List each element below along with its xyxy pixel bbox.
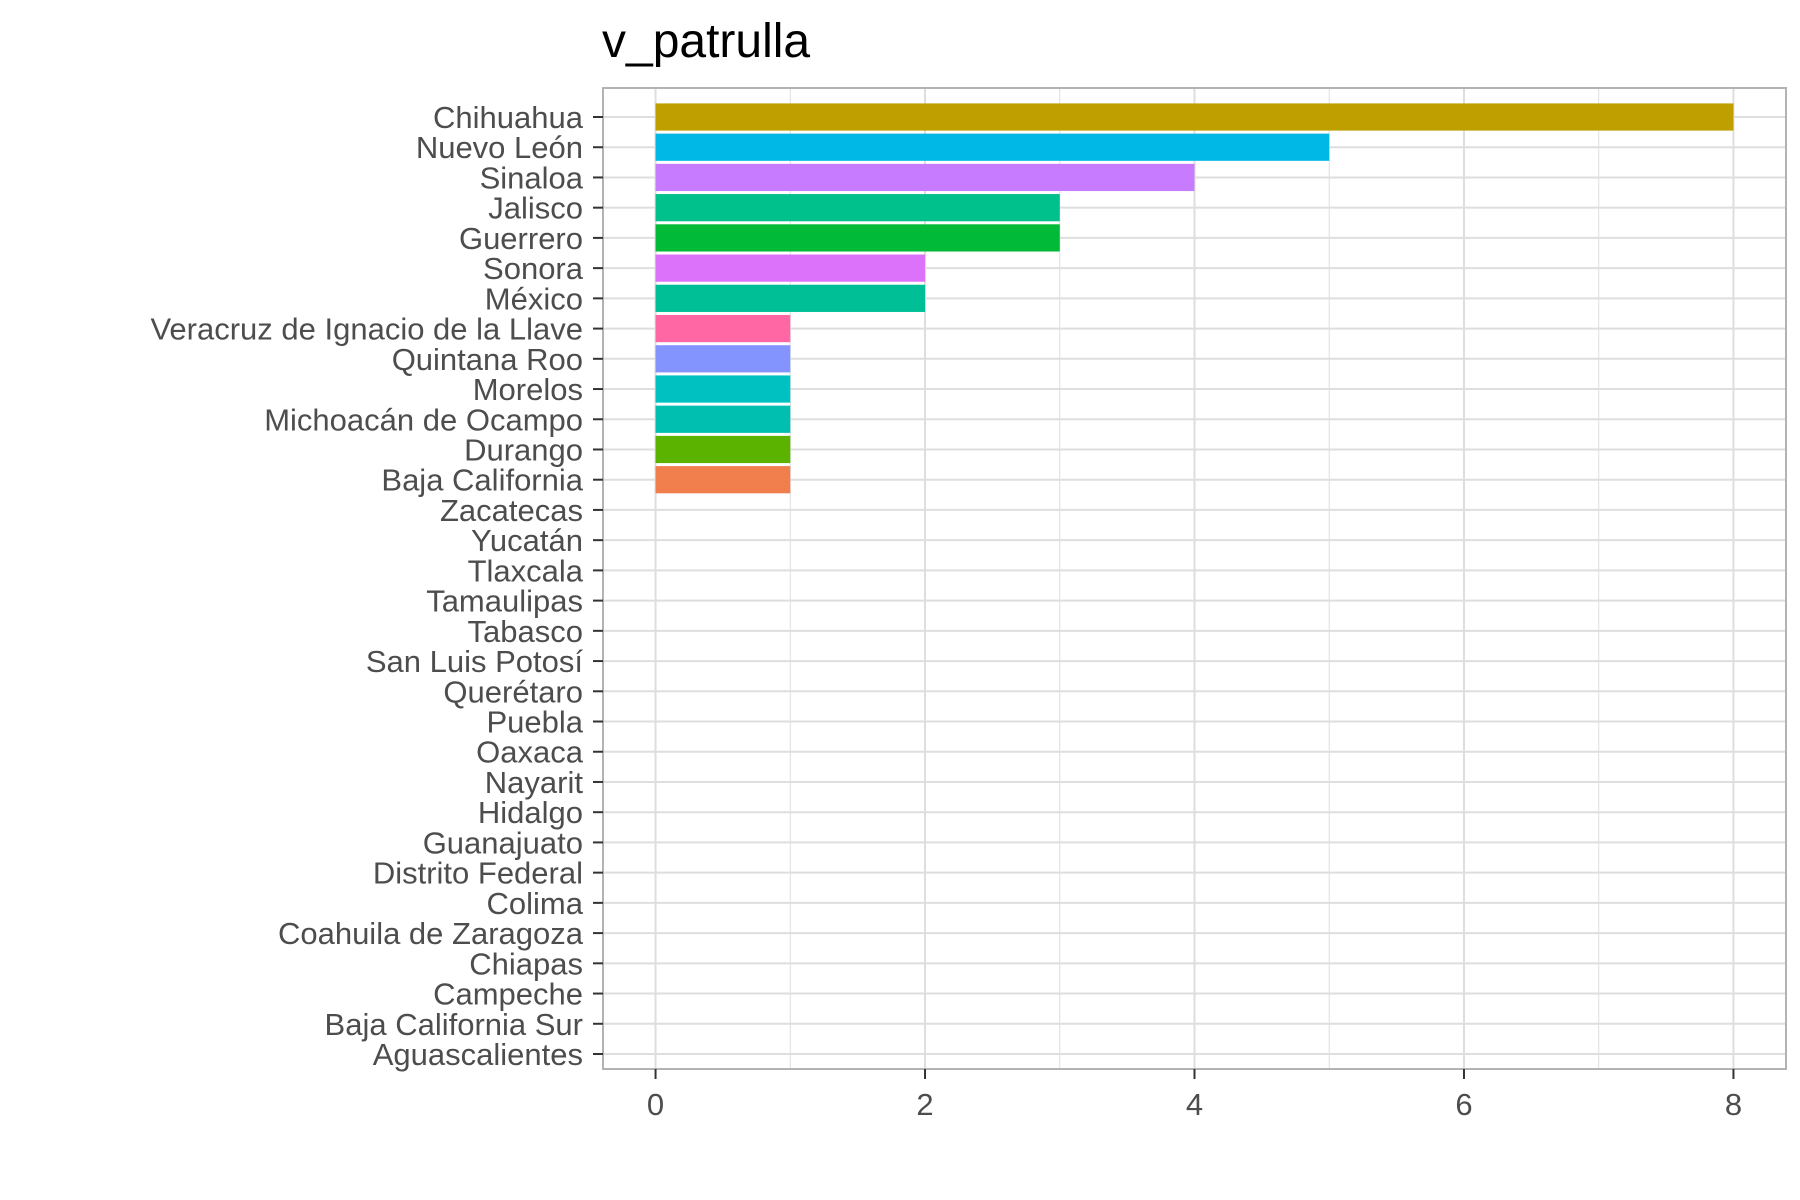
category-label: Veracruz de Ignacio de la Llave bbox=[150, 312, 583, 347]
category-label: Zacatecas bbox=[440, 493, 583, 528]
category-label: Nayarit bbox=[485, 765, 584, 800]
bar bbox=[655, 314, 791, 343]
bar bbox=[655, 345, 791, 373]
category-label: Tabasco bbox=[468, 614, 583, 649]
category-label: Oaxaca bbox=[476, 735, 584, 770]
category-label: Guerrero bbox=[459, 221, 583, 256]
category-label: Hidalgo bbox=[478, 795, 583, 830]
category-label: Sinaloa bbox=[480, 160, 584, 195]
x-axis: 0 2 4 6 8 bbox=[647, 1069, 1742, 1122]
x-tick-label: 6 bbox=[1455, 1087, 1472, 1122]
bar bbox=[655, 163, 1195, 192]
category-label: México bbox=[485, 281, 583, 316]
category-label: San Luis Potosí bbox=[366, 644, 584, 679]
bars bbox=[655, 103, 1734, 494]
category-label: Durango bbox=[464, 432, 583, 467]
category-label: Baja California bbox=[381, 463, 583, 498]
bar bbox=[655, 254, 926, 282]
bar bbox=[655, 466, 791, 494]
bar bbox=[655, 284, 926, 312]
bar bbox=[655, 435, 791, 464]
bar bbox=[655, 224, 1060, 252]
category-label: Morelos bbox=[473, 372, 583, 407]
category-label: Sonora bbox=[483, 251, 584, 286]
category-label: Yucatán bbox=[471, 523, 583, 558]
bar bbox=[655, 194, 1060, 222]
category-label: Campeche bbox=[433, 977, 583, 1012]
category-label: Coahuila de Zaragoza bbox=[278, 916, 584, 951]
chart-title: v_patrulla bbox=[602, 15, 811, 68]
category-label: Puebla bbox=[486, 705, 583, 740]
category-label: Tlaxcala bbox=[468, 553, 584, 588]
category-label: Jalisco bbox=[488, 191, 583, 226]
category-label: Guanajuato bbox=[423, 825, 583, 860]
x-tick-label: 4 bbox=[1186, 1087, 1203, 1122]
bar bbox=[655, 103, 1734, 131]
category-label: Chiapas bbox=[469, 946, 583, 981]
category-label: Querétaro bbox=[443, 674, 583, 709]
bar bbox=[655, 405, 791, 433]
category-label: Distrito Federal bbox=[373, 856, 583, 891]
category-label: Michoacán de Ocampo bbox=[264, 402, 583, 437]
x-tick-label: 8 bbox=[1725, 1087, 1742, 1122]
bar bbox=[655, 375, 791, 403]
category-label: Baja California Sur bbox=[325, 1007, 583, 1042]
category-label: Colima bbox=[487, 886, 584, 921]
category-label: Tamaulipas bbox=[426, 584, 583, 619]
bar bbox=[655, 133, 1330, 161]
category-label: Aguascalientes bbox=[373, 1037, 583, 1072]
x-tick-label: 2 bbox=[916, 1087, 933, 1122]
category-label: Quintana Roo bbox=[392, 342, 583, 377]
category-label: Nuevo León bbox=[416, 130, 583, 165]
category-label: Chihuahua bbox=[433, 100, 584, 135]
x-tick-label: 0 bbox=[647, 1087, 664, 1122]
